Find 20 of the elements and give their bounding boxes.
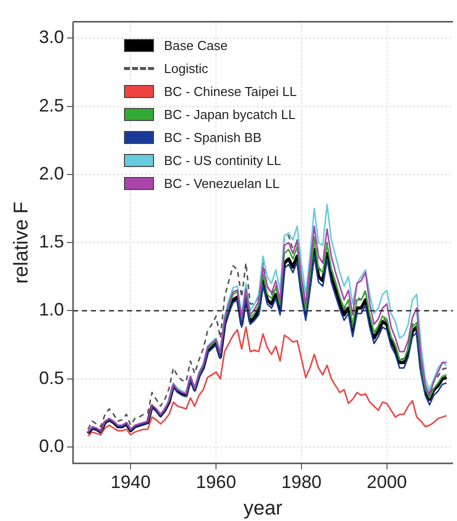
x-axis-title: year <box>244 498 283 520</box>
x-tick-label: 1940 <box>110 472 151 492</box>
x-tick-label: 1980 <box>281 472 322 492</box>
legend-label: Base Case <box>164 38 228 53</box>
legend-label: BC - Chinese Taipei LL <box>164 84 297 99</box>
y-tick-label: 3.0 <box>38 27 64 48</box>
legend-label: BC - Spanish BB <box>164 130 262 145</box>
x-tick-label: 2000 <box>366 472 407 492</box>
y-axis-title: relative F <box>10 201 33 284</box>
legend-label: Logistic <box>164 61 208 76</box>
y-tick-label: 1.5 <box>38 232 64 252</box>
y-tick-label: 0.5 <box>38 368 64 388</box>
y-tick-label: 2.0 <box>38 163 64 184</box>
legend-label: BC - US continity LL <box>164 153 282 168</box>
y-tick-label: 0.0 <box>38 436 64 456</box>
y-tick-label: 2.5 <box>38 95 64 116</box>
y-tick-label: 1.0 <box>38 300 64 320</box>
x-tick-label: 1960 <box>196 472 236 492</box>
legend-label: BC - Venezuelan LL <box>164 176 280 191</box>
legend-label: BC - Japan bycatch LL <box>164 107 296 122</box>
